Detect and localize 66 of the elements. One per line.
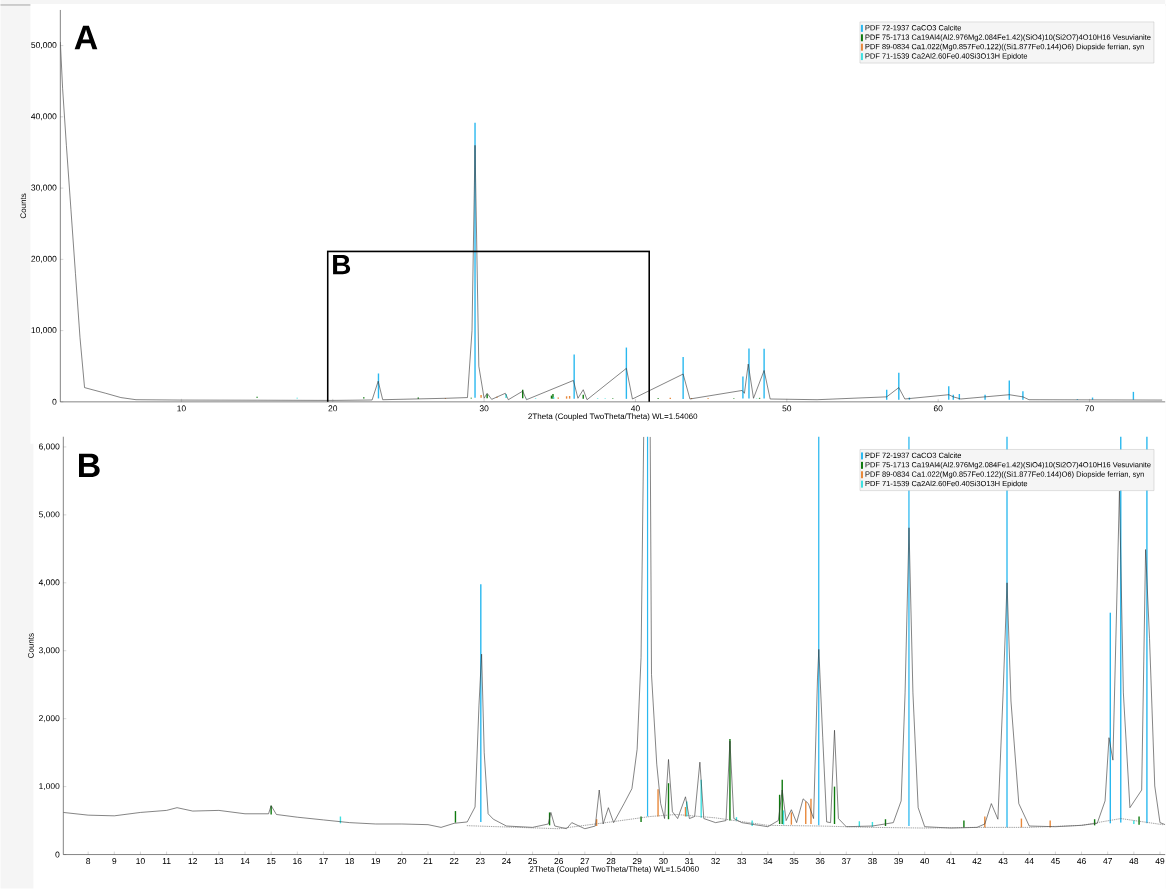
x-tick-label: 22: [449, 857, 459, 864]
x-tick-label: 30: [479, 405, 489, 412]
x-tick-label: 46: [1077, 857, 1086, 864]
y-tick-label: 0: [52, 398, 57, 405]
y-tick-label: 3,000: [38, 647, 60, 655]
y-tick-label: 0: [55, 851, 60, 858]
x-tick-label: 16: [293, 857, 302, 864]
x-tick-label: 25: [528, 857, 537, 864]
x-tick-label: 15: [267, 857, 276, 864]
x-tick-label: 11: [162, 857, 171, 864]
y-tick-label: 10,000: [31, 326, 57, 334]
y-tick-label: 50,000: [31, 41, 57, 49]
x-tick-label: 26: [554, 857, 564, 864]
y-tick-label: 1,000: [39, 782, 60, 790]
x-tick-label: 41: [946, 857, 956, 864]
x-tick-label: 24: [502, 857, 511, 864]
x-tick-label: 29: [632, 857, 642, 864]
x-tick-label: 48: [1129, 857, 1139, 864]
y-tick-label: 30,000: [31, 184, 57, 192]
x-tick-label: 12: [188, 857, 198, 864]
x-tick-label: 47: [1103, 857, 1112, 864]
x-tick-label: 50: [782, 405, 792, 412]
x-tick-label: 10: [136, 857, 145, 864]
x-tick-label: 10: [177, 405, 186, 412]
y-tick-label: 4,000: [38, 579, 60, 587]
x-tick-label: 38: [868, 857, 877, 864]
x-tick-label: 20: [397, 857, 407, 864]
x-tick-label: 13: [214, 857, 224, 864]
x-tick-label: 36: [815, 857, 825, 864]
x-tick-label: 8: [86, 857, 91, 864]
x-tick-label: 35: [789, 857, 799, 864]
x-tick-label: 49: [1155, 857, 1165, 864]
x-tick-label: 20: [328, 405, 338, 412]
x-tick-label: 33: [737, 857, 747, 864]
x-tick-label: 14: [240, 857, 250, 864]
x-tick-label: 34: [763, 857, 773, 864]
x-tick-label: 9: [112, 857, 117, 864]
x-tick-label: 32: [711, 857, 720, 864]
x-tick-label: 42: [972, 857, 982, 864]
x-tick-label: 23: [475, 857, 485, 864]
x-tick-label: 70: [1085, 405, 1094, 412]
x-tick-label: 45: [1050, 857, 1060, 864]
x-tick-label: 39: [894, 857, 903, 864]
x-tick-label: 28: [606, 857, 616, 864]
annotation: B: [79, 453, 100, 477]
x-tick-label: 43: [998, 857, 1008, 864]
annotation: B: [333, 254, 351, 275]
x-tick-label: 19: [371, 857, 381, 864]
x-tick-label: 18: [345, 857, 354, 864]
y-tick-label: 5,000: [38, 511, 60, 519]
x-tick-label: 40: [920, 857, 930, 864]
x-tick-label: 44: [1024, 857, 1034, 864]
y-tick-label: 20,000: [31, 255, 57, 263]
y-tick-label: 2,000: [39, 714, 60, 722]
x-tick-label: 31: [685, 857, 694, 864]
line-series: [466, 813, 1163, 829]
y-tick-label: 40,000: [31, 113, 57, 121]
x-tick-label: 27: [580, 857, 590, 864]
x-tick-label: 40: [630, 405, 640, 412]
x-tick-label: 17: [319, 857, 328, 864]
x-tick-label: 30: [658, 857, 668, 864]
x-tick-label: 60: [933, 405, 943, 412]
y-tick-label: 6,000: [39, 443, 60, 451]
x-tick-label: 37: [841, 857, 851, 864]
annotation: A: [74, 25, 98, 49]
x-tick-label: 21: [423, 857, 433, 864]
